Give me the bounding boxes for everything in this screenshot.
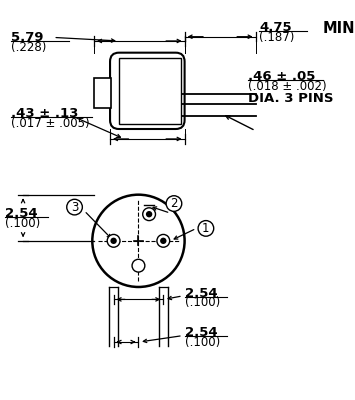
Bar	[119, 58, 181, 124]
Text: .46 ± .05: .46 ± .05	[248, 70, 316, 83]
FancyBboxPatch shape	[110, 53, 185, 129]
Text: (.100): (.100)	[185, 336, 220, 349]
Text: (.018 ± .002): (.018 ± .002)	[248, 80, 327, 93]
Text: (.100): (.100)	[185, 296, 220, 310]
Circle shape	[166, 196, 182, 211]
Text: (.228): (.228)	[11, 41, 46, 54]
Bar	[94, 78, 111, 108]
Circle shape	[198, 220, 214, 236]
Circle shape	[146, 211, 152, 217]
Text: (.017 ± .005): (.017 ± .005)	[11, 117, 89, 130]
Circle shape	[92, 195, 185, 287]
Circle shape	[143, 208, 155, 220]
Text: DIA. 3 PINS: DIA. 3 PINS	[248, 92, 334, 105]
Circle shape	[132, 259, 145, 272]
Text: 2.54: 2.54	[5, 207, 38, 220]
Circle shape	[67, 199, 82, 215]
Text: 2.54: 2.54	[185, 286, 217, 300]
Text: .43 ± .13: .43 ± .13	[11, 107, 78, 120]
Text: 2.54: 2.54	[185, 326, 217, 339]
Text: MIN.: MIN.	[323, 21, 355, 36]
Text: 4.75: 4.75	[259, 21, 292, 34]
Text: 3: 3	[71, 201, 78, 214]
Circle shape	[107, 234, 120, 247]
Text: (.100): (.100)	[5, 216, 40, 230]
Text: 2: 2	[170, 197, 178, 210]
Text: 1: 1	[202, 222, 210, 235]
Text: 5.79: 5.79	[11, 31, 43, 44]
Circle shape	[160, 238, 166, 244]
Text: (.187): (.187)	[259, 31, 295, 44]
Circle shape	[157, 234, 170, 247]
Circle shape	[110, 238, 117, 244]
